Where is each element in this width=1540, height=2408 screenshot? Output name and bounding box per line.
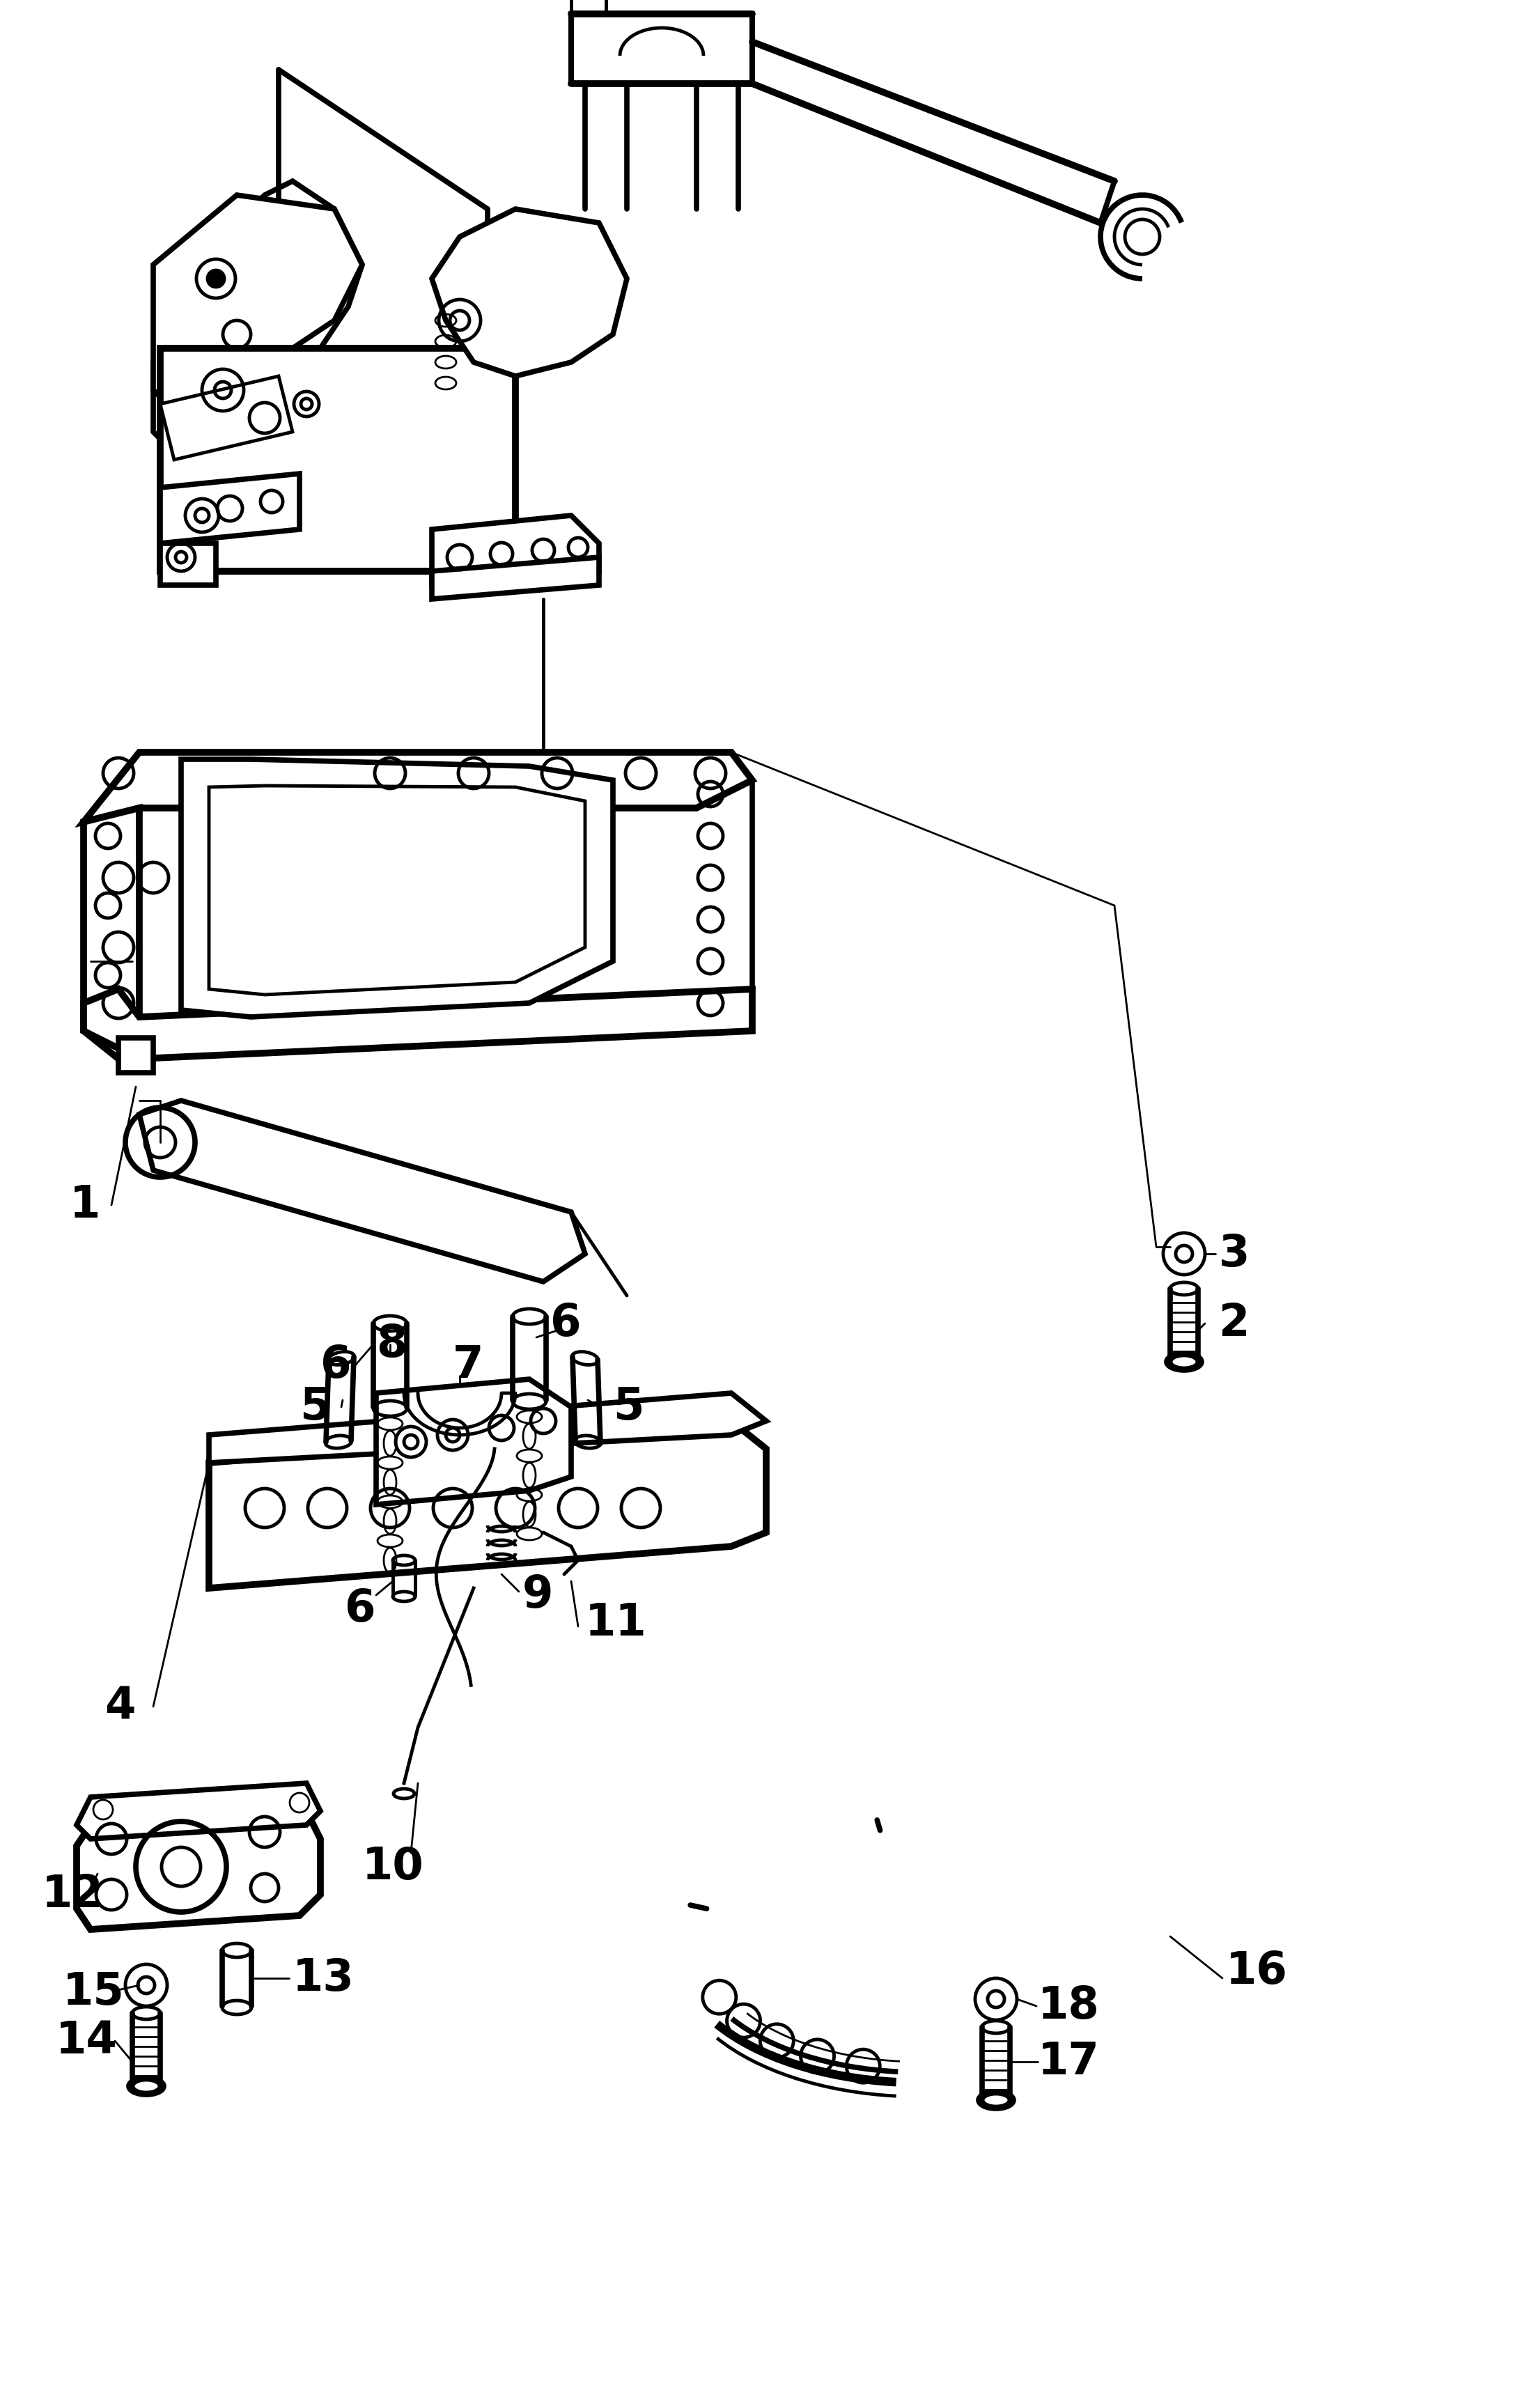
Text: 3: 3	[1218, 1233, 1250, 1276]
Text: 13: 13	[293, 1958, 354, 1999]
Ellipse shape	[1167, 1353, 1201, 1370]
Text: 5: 5	[299, 1385, 331, 1428]
Polygon shape	[376, 1380, 571, 1505]
Polygon shape	[209, 785, 585, 995]
Text: 11: 11	[585, 1601, 647, 1645]
Polygon shape	[431, 556, 599, 600]
Circle shape	[208, 270, 225, 287]
Polygon shape	[160, 376, 293, 460]
Polygon shape	[77, 1784, 320, 1840]
Text: 15: 15	[63, 1970, 125, 2013]
Polygon shape	[83, 809, 139, 1060]
Polygon shape	[160, 474, 299, 544]
Polygon shape	[431, 515, 599, 585]
Text: 1: 1	[69, 1182, 100, 1226]
Text: 6: 6	[320, 1344, 351, 1387]
Polygon shape	[77, 1811, 320, 1929]
Text: 7: 7	[453, 1344, 484, 1387]
Text: 10: 10	[362, 1845, 424, 1888]
Text: 4: 4	[105, 1686, 136, 1729]
Text: 2: 2	[1218, 1303, 1250, 1346]
Text: 9: 9	[522, 1572, 553, 1616]
Polygon shape	[209, 1421, 767, 1589]
Polygon shape	[160, 349, 488, 571]
Text: 18: 18	[1038, 1984, 1100, 2028]
Ellipse shape	[129, 2078, 163, 2095]
Text: 8: 8	[376, 1322, 407, 1365]
Polygon shape	[209, 1394, 767, 1462]
Ellipse shape	[978, 2093, 1013, 2109]
Text: 17: 17	[1038, 2040, 1100, 2083]
Text: 16: 16	[1226, 1950, 1287, 1994]
Text: 6: 6	[345, 1587, 376, 1630]
Polygon shape	[154, 181, 362, 460]
Polygon shape	[154, 195, 362, 405]
Text: 12: 12	[42, 1873, 103, 1917]
Polygon shape	[571, 14, 752, 84]
Text: 5: 5	[613, 1385, 644, 1428]
Polygon shape	[160, 349, 516, 571]
Polygon shape	[431, 209, 627, 376]
Polygon shape	[139, 1100, 585, 1281]
Polygon shape	[83, 751, 752, 821]
Text: 6: 6	[550, 1303, 581, 1346]
Polygon shape	[182, 759, 613, 1016]
Polygon shape	[160, 544, 216, 585]
Polygon shape	[83, 990, 752, 1060]
Polygon shape	[119, 1038, 154, 1072]
Text: 14: 14	[55, 2020, 117, 2064]
